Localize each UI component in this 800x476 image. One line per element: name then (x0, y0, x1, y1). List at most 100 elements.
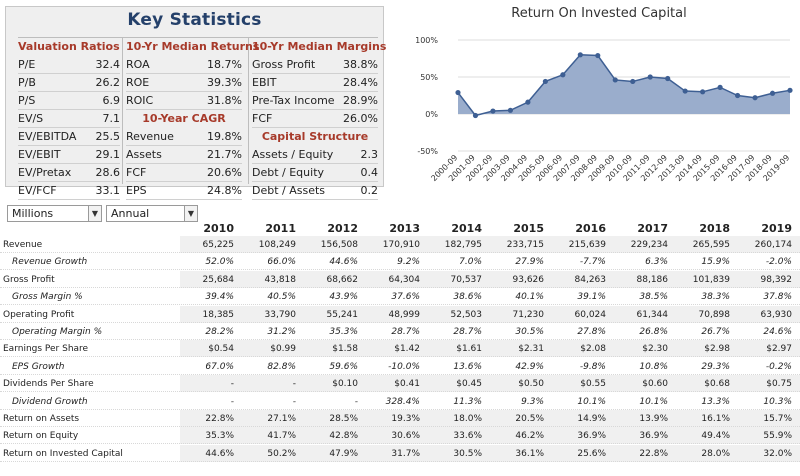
data-point[interactable] (595, 52, 601, 59)
stat-label: Revenue (126, 130, 174, 143)
row-divider (0, 339, 800, 340)
year-header: 2018 (699, 222, 730, 235)
table-cell: - (230, 396, 234, 407)
row-background (180, 375, 800, 393)
table-cell: 93,626 (512, 274, 545, 285)
table-cell: -2.0% (765, 257, 792, 268)
stat-label: FCF (252, 112, 273, 125)
table-cell: -9.8% (579, 361, 606, 372)
table-cell: - (354, 396, 358, 407)
row-divider (252, 127, 378, 128)
row-divider (0, 391, 800, 393)
stat-row: EPS 24.8% (126, 182, 242, 200)
table-cell: 28.2% (205, 327, 234, 337)
stat-label: EPS (126, 184, 147, 197)
table-row: Return on Equity 35.3% 41.7% 42.8% 30.6% 33.6… (0, 427, 800, 445)
table-cell: 10.1% (577, 396, 606, 407)
table-cell: 260,174 (754, 240, 792, 250)
period-select[interactable]: Annual ▼ (106, 205, 198, 222)
stat-label: P/B (18, 76, 36, 89)
data-point[interactable] (472, 112, 479, 119)
stat-value: 2.3 (360, 148, 379, 161)
table-row: Gross Profit 25,684 43,818 68,662 64,304 70,5… (0, 270, 800, 288)
table-row: Dividend Growth - - - 328.4% 11.3% 9.3% 10.1% 10… (0, 392, 800, 410)
table-cell: 28.5% (329, 414, 358, 424)
stat-value: 6.9 (102, 94, 121, 107)
data-point[interactable] (734, 92, 741, 99)
table-cell: 182,795 (444, 240, 482, 250)
table-cell: 13.6% (453, 361, 482, 372)
roic-area (458, 54, 790, 116)
row-label: Return on Invested Capital (3, 448, 123, 459)
year-header: 2013 (389, 222, 420, 235)
year-header: 2014 (451, 222, 482, 235)
table-cell: 30.6% (391, 431, 420, 442)
data-point[interactable] (717, 84, 723, 90)
table-cell: $2.30 (642, 344, 668, 355)
data-point[interactable] (542, 78, 548, 85)
table-row: Return on Invested Capital 44.6% 50.2% 47.9… (0, 444, 800, 462)
section-header-capital: Capital Structure (261, 130, 369, 143)
data-point[interactable] (630, 78, 636, 85)
stat-value: 33.1 (95, 184, 121, 197)
year-header: 2017 (637, 222, 668, 235)
stat-row: Gross Profit 38.8% (252, 56, 378, 74)
data-point[interactable] (647, 74, 653, 80)
table-cell: 66.0% (267, 257, 296, 268)
table-cell: $0.99 (270, 344, 296, 355)
table-cell: 30.5% (453, 448, 482, 459)
row-label: Dividends Per Share (3, 379, 94, 390)
table-cell: $1.61 (456, 344, 482, 355)
row-divider (126, 91, 242, 92)
stat-value: 39.3% (207, 76, 242, 89)
table-cell: 65,225 (202, 240, 235, 250)
table-cell: 55,241 (326, 309, 359, 320)
row-divider (252, 109, 378, 110)
chevron-down-icon[interactable]: ▼ (184, 206, 197, 221)
section-header-cagr: 10-Year CAGR (142, 112, 226, 125)
row-label: Dividend Growth (12, 396, 88, 407)
data-point[interactable] (455, 89, 461, 96)
table-row: Gross Margin % 39.4% 40.5% 43.9% 37.6% 38.6% 4… (0, 288, 800, 306)
row-divider (126, 163, 242, 164)
stat-value: 28.4% (343, 76, 378, 89)
row-divider (252, 91, 378, 92)
table-cell: 30.5% (515, 327, 544, 337)
table-cell: 64,304 (388, 274, 421, 285)
table-cell: 15.7% (763, 414, 792, 424)
table-cell: 6.3% (645, 257, 668, 268)
table-cell: 44.6% (329, 257, 358, 268)
stat-value: 19.8% (207, 130, 242, 143)
table-cell: 67.0% (205, 361, 234, 372)
row-divider (0, 286, 800, 288)
table-cell: 10.8% (639, 361, 668, 372)
data-point[interactable] (787, 87, 793, 93)
stat-row: P/B 26.2 (18, 74, 120, 92)
data-point[interactable] (700, 89, 706, 95)
data-point[interactable] (612, 77, 618, 83)
row-divider (18, 181, 120, 182)
data-point[interactable] (769, 90, 776, 96)
data-point[interactable] (577, 52, 583, 58)
table-row: Revenue Growth 52.0% 66.0% 44.6% 9.2% 7.0% 27.… (0, 253, 800, 271)
data-point[interactable] (507, 107, 514, 113)
row-background (180, 392, 800, 410)
row-divider (18, 199, 120, 200)
row-divider (0, 373, 800, 375)
table-cell: - (292, 379, 296, 390)
data-point[interactable] (490, 108, 496, 114)
chevron-down-icon[interactable]: ▼ (88, 206, 101, 221)
data-point[interactable] (560, 72, 566, 78)
table-cell: 22.8% (639, 448, 668, 459)
table-cell: 108,249 (258, 240, 296, 250)
table-cell: 229,234 (630, 240, 668, 250)
data-point[interactable] (682, 88, 688, 94)
row-divider (18, 73, 120, 74)
data-point[interactable] (752, 95, 758, 101)
row-label: Earnings Per Share (3, 344, 89, 355)
units-select[interactable]: Millions ▼ (7, 205, 102, 222)
data-point[interactable] (525, 99, 531, 105)
table-cell: 36.9% (577, 431, 606, 442)
stat-value: 18.7% (207, 58, 242, 71)
data-point[interactable] (665, 75, 671, 82)
